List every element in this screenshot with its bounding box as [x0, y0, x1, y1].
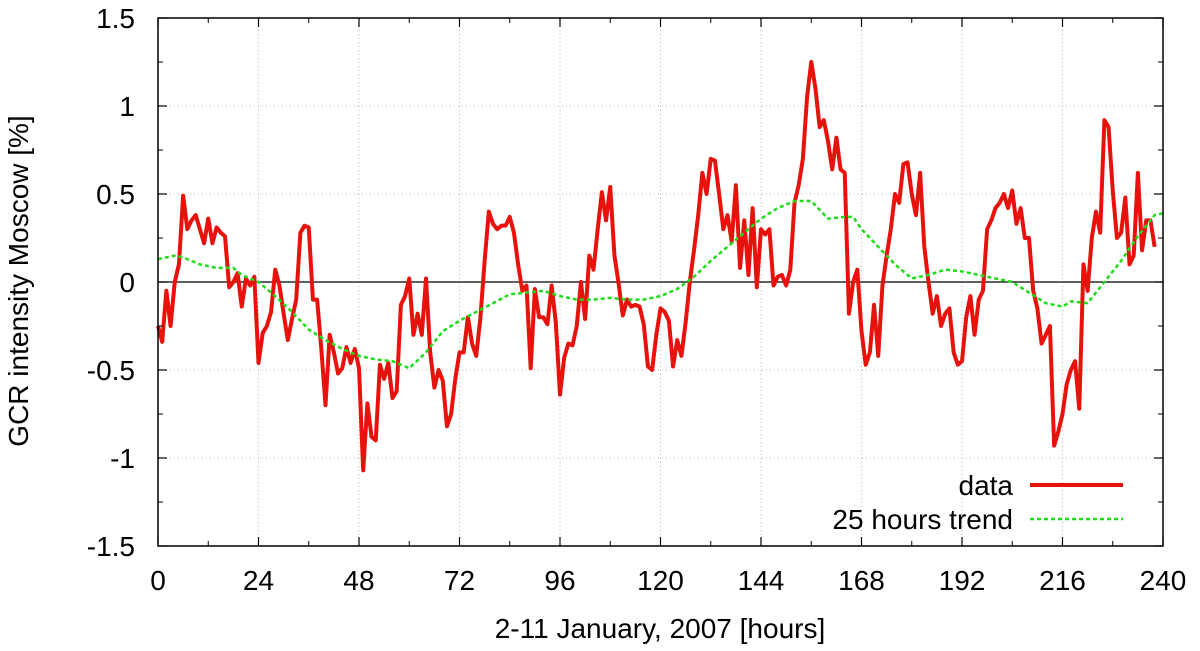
- legend-label-trend: 25 hours trend: [832, 504, 1013, 535]
- y-tick-label: -1: [110, 443, 135, 474]
- x-tick-label: 48: [343, 565, 374, 596]
- x-tick-label: 24: [243, 565, 274, 596]
- axis-ticks: [157, 17, 1164, 547]
- series-line-data: [156, 60, 1157, 473]
- x-tick-label: 216: [1039, 565, 1086, 596]
- y-tick-label: 1: [119, 91, 135, 122]
- x-axis-title: 2-11 January, 2007 [hours]: [495, 613, 826, 644]
- x-tick-label: 240: [1140, 565, 1187, 596]
- legend-label-data: data: [959, 470, 1014, 501]
- y-tick-label: 0: [119, 267, 135, 298]
- legend: data 25 hours trend: [832, 470, 1123, 535]
- y-tick-label: -0.5: [87, 355, 135, 386]
- y-tick-label: 0.5: [96, 179, 135, 210]
- x-tick-label: 96: [544, 565, 575, 596]
- y-tick-label: -1.5: [87, 531, 135, 562]
- y-axis-title: GCR intensity Moscow [%]: [3, 115, 34, 446]
- series: [156, 60, 1164, 473]
- y-tick-label: 1.5: [96, 3, 135, 34]
- x-tick-label: 192: [939, 565, 986, 596]
- x-tick-label: 144: [738, 565, 785, 596]
- series-line-trend: [157, 199, 1164, 370]
- x-tick-label: 168: [838, 565, 885, 596]
- tick-labels: 0 24 48 72 96 120 144 168 192 216 240 -1.5 -1 -0.5 0 0.…: [87, 3, 1187, 596]
- x-tick-label: 0: [150, 565, 166, 596]
- x-tick-label: 120: [637, 565, 684, 596]
- x-tick-label: 72: [444, 565, 475, 596]
